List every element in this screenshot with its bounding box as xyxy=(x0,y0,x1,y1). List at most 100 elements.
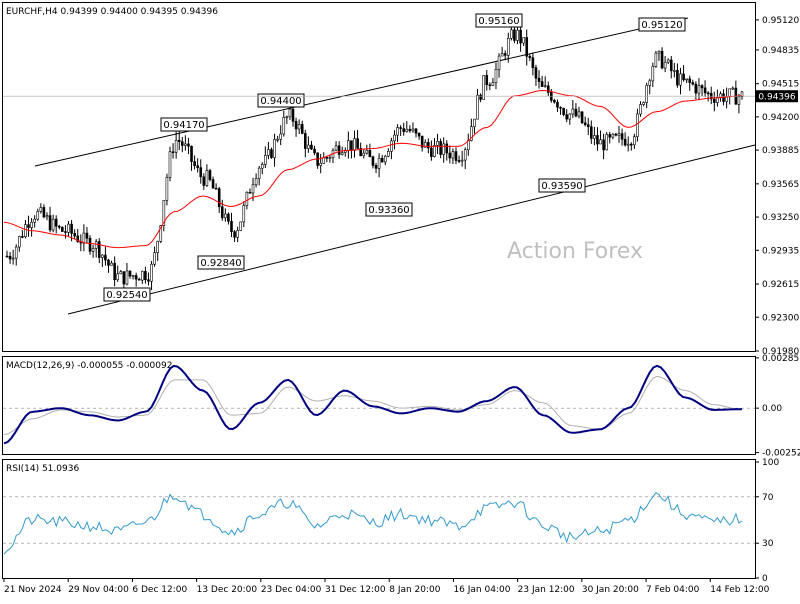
candle-body xyxy=(190,145,193,162)
candle-body xyxy=(279,133,283,140)
price-axis-label: 0.92935 xyxy=(762,246,799,256)
macd-header: MACD(12,26,9) -0.000055 -0.000092 xyxy=(6,361,172,371)
candle-body xyxy=(430,147,433,157)
candle-body xyxy=(623,138,627,146)
channel-lower-line xyxy=(67,144,756,315)
candle-body xyxy=(559,106,562,109)
candle-body xyxy=(294,121,298,130)
candle-body xyxy=(245,191,249,206)
candle-body xyxy=(728,88,731,97)
candle-body xyxy=(688,78,692,83)
candle-body xyxy=(199,167,203,178)
candle-body xyxy=(165,177,169,201)
candle-body xyxy=(516,29,519,41)
candle-body xyxy=(101,254,104,258)
candle-body xyxy=(694,83,698,94)
price-annotation-box xyxy=(475,13,523,28)
candle-body xyxy=(531,57,535,68)
candle-body xyxy=(171,151,175,154)
candle-body xyxy=(731,87,735,90)
candle-body xyxy=(67,223,70,233)
candle-body xyxy=(593,135,596,139)
candle-body xyxy=(365,150,369,154)
candle-body xyxy=(119,271,123,275)
candle-body xyxy=(187,143,190,147)
candle-body xyxy=(359,148,362,157)
time-axis-label: 31 Dec 12:00 xyxy=(325,585,386,595)
candle-body xyxy=(8,255,12,260)
candle-body xyxy=(224,213,227,219)
candle-body xyxy=(196,165,199,168)
candle-body xyxy=(534,67,538,79)
time-axis-label: 21 Nov 2024 xyxy=(4,585,62,595)
candle-body xyxy=(583,122,587,125)
candle-body xyxy=(497,55,501,70)
candle-body xyxy=(251,184,255,194)
price-axis-label: 0.94835 xyxy=(762,46,799,56)
candle-body xyxy=(473,118,476,127)
candle-body xyxy=(713,98,716,103)
price-annotation-label: 0.94400 xyxy=(260,96,301,107)
candle-body xyxy=(439,141,442,155)
candle-body xyxy=(500,53,504,57)
candle-body xyxy=(177,139,181,142)
candle-body xyxy=(14,246,18,259)
price-axis-label: 0.94515 xyxy=(762,80,799,90)
candle-body xyxy=(85,232,89,239)
candle-body xyxy=(682,73,685,81)
candle-body xyxy=(645,85,648,103)
candle-body xyxy=(291,108,295,122)
candle-body xyxy=(82,232,86,244)
price-axis-label: 0.91980 xyxy=(762,347,799,357)
candle-body xyxy=(706,92,710,95)
candle-body xyxy=(184,143,187,146)
candle-body xyxy=(273,139,276,158)
candle-body xyxy=(620,133,624,140)
candle-body xyxy=(76,235,80,242)
time-axis-label: 14 Feb 12:00 xyxy=(710,585,769,595)
candle-body xyxy=(310,144,313,150)
candle-body xyxy=(565,114,569,120)
candle-body xyxy=(137,278,141,281)
candle-body xyxy=(128,270,132,277)
candle-body xyxy=(568,113,572,120)
candle-body xyxy=(377,157,381,169)
ma-line xyxy=(3,89,743,249)
candle-body xyxy=(470,126,473,141)
time-axis-label: 23 Jan 12:00 xyxy=(518,585,575,595)
rsi-axis-label: 0 xyxy=(762,574,768,584)
price-annotation-box xyxy=(160,117,208,132)
macd-main-line xyxy=(3,364,743,445)
candle-body xyxy=(651,66,655,82)
candle-body xyxy=(57,225,61,228)
candle-body xyxy=(267,149,270,156)
candle-body xyxy=(113,262,116,281)
candle-body xyxy=(642,102,645,105)
candle-body xyxy=(639,104,642,115)
candle-body xyxy=(156,241,159,253)
macd-signal-line xyxy=(3,375,743,436)
candle-body xyxy=(463,149,467,161)
candle-body xyxy=(740,91,744,98)
candle-body xyxy=(660,50,664,69)
candle-body xyxy=(451,151,455,159)
time-axis-label: 13 Dec 20:00 xyxy=(197,585,258,595)
candle-body xyxy=(27,224,30,228)
price-annotation-box xyxy=(365,202,413,217)
candle-body xyxy=(491,82,495,86)
price-annotation-box xyxy=(538,178,586,193)
candle-body xyxy=(116,273,120,281)
candle-body xyxy=(411,128,415,132)
price-annotation-label: 0.95120 xyxy=(641,20,682,31)
candle-body xyxy=(448,152,452,159)
moving-average xyxy=(3,89,743,249)
candle-body xyxy=(368,150,372,158)
candle-body xyxy=(586,124,590,128)
price-annotation-label: 0.94170 xyxy=(163,120,204,131)
candle-body xyxy=(457,160,461,162)
candle-body xyxy=(420,135,424,148)
candle-body xyxy=(580,111,584,124)
candle-body xyxy=(427,142,430,149)
candle-body xyxy=(73,233,76,237)
